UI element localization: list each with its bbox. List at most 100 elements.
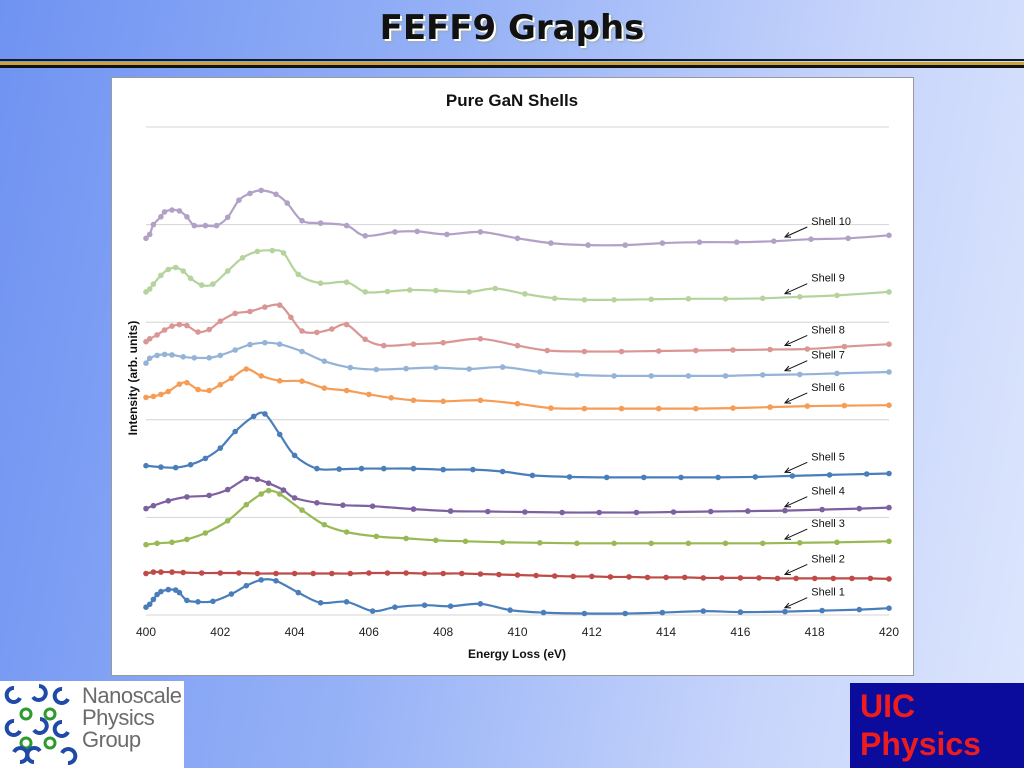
data-point [392, 604, 398, 610]
data-point [410, 465, 417, 472]
data-point [499, 539, 506, 546]
data-point [477, 229, 484, 235]
data-point [262, 304, 268, 310]
data-point [700, 575, 707, 581]
data-point [611, 373, 617, 379]
series-shell-3 [143, 487, 892, 548]
data-point [421, 602, 428, 608]
data-point [180, 569, 186, 576]
data-point [258, 491, 264, 497]
data-point [522, 509, 528, 515]
data-point [150, 502, 157, 509]
data-point [310, 570, 316, 577]
annotation-arrowhead [783, 534, 791, 540]
data-point [224, 268, 231, 274]
data-point [440, 570, 447, 577]
data-point [217, 570, 224, 576]
annotation-label: Shell 8 [811, 324, 845, 336]
data-point [184, 379, 190, 386]
data-point [206, 326, 212, 333]
data-point [195, 599, 201, 605]
data-point [247, 308, 253, 315]
data-point [291, 452, 298, 459]
series-line [145, 411, 890, 479]
data-point [150, 281, 157, 287]
data-point [228, 375, 235, 382]
data-point [462, 538, 469, 545]
data-point [551, 295, 558, 302]
data-point [343, 222, 350, 229]
data-point [440, 466, 447, 473]
data-point [804, 403, 811, 409]
data-point [863, 471, 870, 477]
data-point [187, 275, 194, 282]
data-point [143, 541, 149, 548]
annotation-arrow [784, 496, 808, 508]
data-point [886, 538, 892, 545]
data-point [232, 310, 238, 317]
data-point [819, 506, 825, 513]
data-point [243, 475, 250, 482]
data-point [187, 461, 194, 468]
data-point [224, 486, 231, 493]
annotation: Shell 5 [783, 451, 845, 473]
data-point [737, 575, 744, 581]
data-point [176, 321, 183, 328]
annotation-arrow [784, 461, 808, 473]
annotation-arrow [784, 360, 808, 372]
nanoscale-physics-group-logo: Nanoscale Physics Group [0, 681, 184, 768]
data-point [373, 366, 380, 373]
annotation: Shell 7 [783, 350, 845, 372]
data-point [384, 570, 391, 576]
x-tick-labels: 400 402 404 406 408 410 412 414 416 418 420 [136, 625, 899, 639]
annotation-arrow [784, 528, 808, 540]
data-point [150, 221, 157, 228]
annotation: Shell 8 [783, 324, 845, 347]
data-point [648, 373, 654, 379]
data-point [172, 264, 179, 271]
data-point [247, 190, 253, 197]
data-point [886, 289, 892, 295]
data-point [265, 487, 272, 494]
data-point [433, 364, 439, 371]
annotation: Shell 3 [783, 518, 845, 540]
data-point [722, 296, 729, 302]
x-tick-label: 400 [136, 625, 156, 639]
data-point [548, 405, 554, 411]
data-point [433, 537, 439, 544]
data-point [585, 242, 591, 248]
data-point [276, 341, 283, 348]
data-point [618, 348, 625, 355]
data-point [158, 214, 164, 220]
data-point [551, 573, 558, 579]
data-point [797, 540, 803, 546]
data-point [373, 533, 380, 540]
data-point [648, 540, 654, 547]
data-point [165, 388, 172, 395]
data-point [343, 321, 350, 328]
data-point [143, 235, 149, 242]
data-point [670, 509, 677, 515]
data-point [184, 494, 190, 500]
annotation-arrow [784, 334, 808, 346]
data-point [407, 287, 413, 293]
data-point [154, 540, 160, 547]
data-point [314, 465, 320, 472]
data-point [236, 570, 242, 576]
data-point [548, 240, 554, 246]
data-point [537, 540, 543, 546]
data-point [867, 575, 874, 582]
data-point [169, 352, 175, 358]
data-point [295, 589, 302, 596]
data-point [362, 336, 368, 343]
data-point [834, 292, 840, 299]
data-point [243, 366, 250, 372]
series-shell-10 [143, 187, 892, 248]
annotation-arrow [784, 563, 808, 575]
data-point [540, 609, 547, 616]
data-point [767, 346, 773, 353]
annotation-arrowhead [783, 288, 791, 295]
data-point [299, 507, 305, 513]
data-point [150, 596, 157, 603]
data-point [433, 287, 439, 294]
